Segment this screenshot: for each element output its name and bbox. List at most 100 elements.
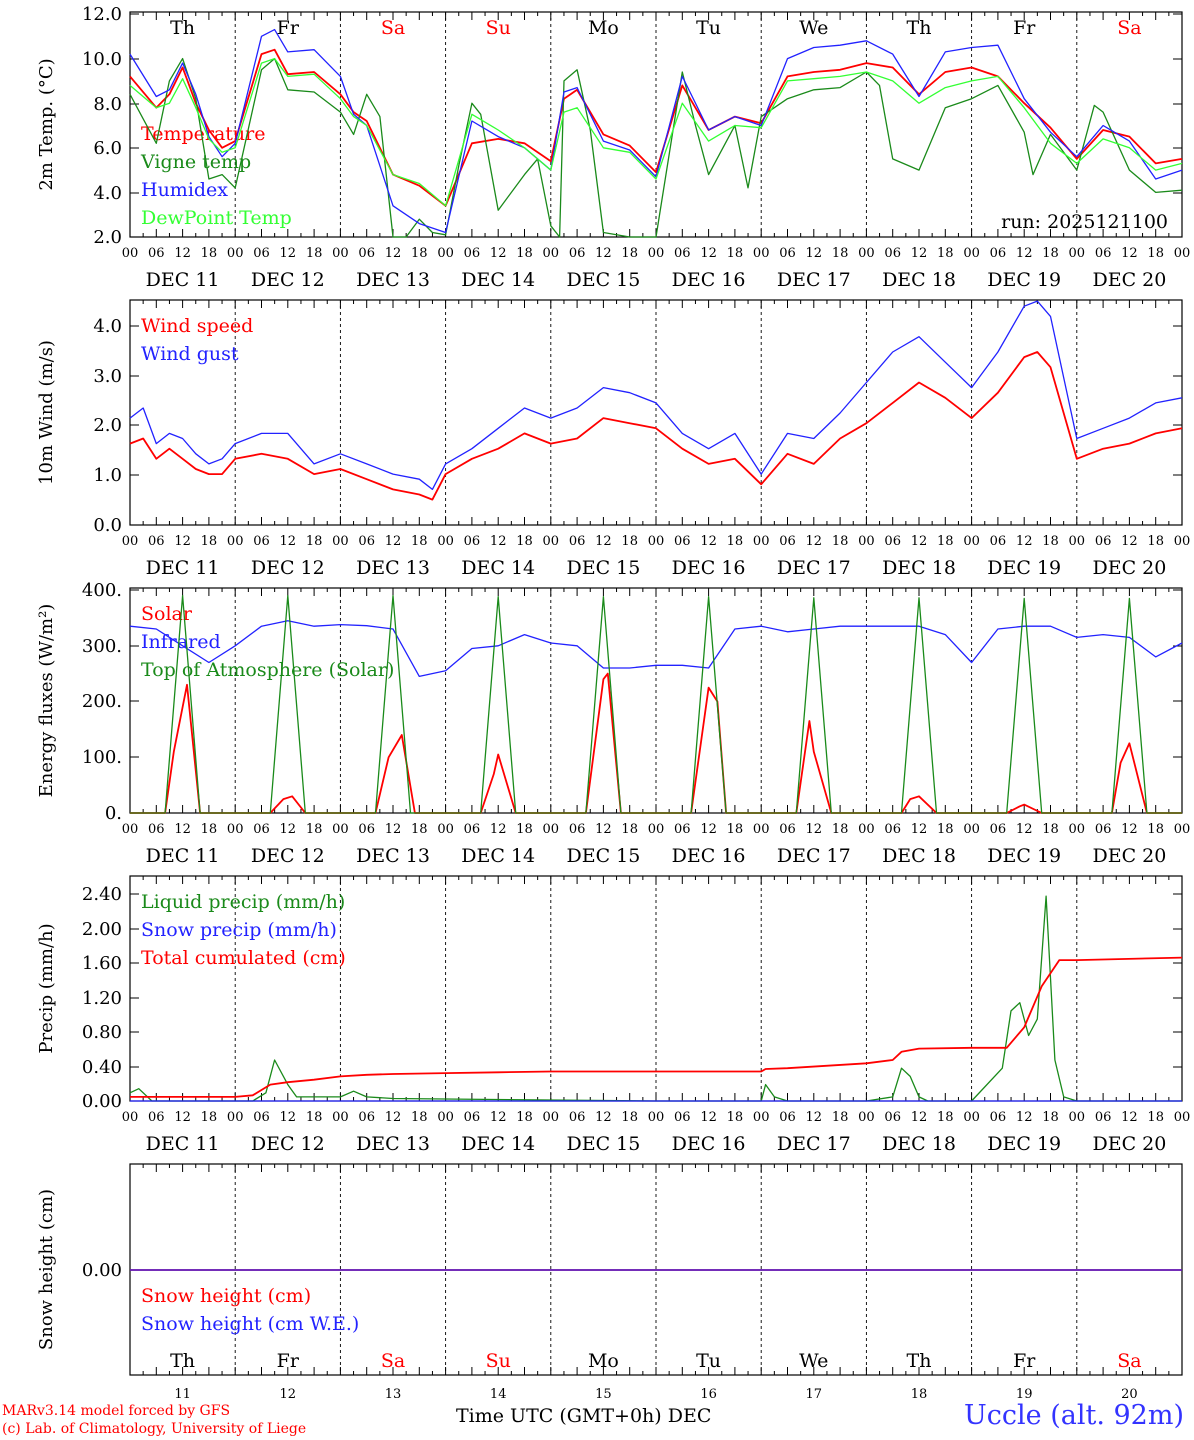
hour-label: 06 [1095, 822, 1112, 837]
hour-label: 00 [122, 1110, 139, 1125]
date-label: DEC 20 [1092, 557, 1166, 579]
date-label: DEC 13 [356, 845, 430, 867]
legend-entry: Temperature [141, 123, 265, 145]
hour-label: 06 [464, 1110, 481, 1125]
hour-label: 18 [727, 1110, 744, 1125]
hour-label: 00 [1174, 822, 1191, 837]
date-label: DEC 19 [987, 269, 1061, 291]
hour-label: 18 [306, 1110, 323, 1125]
hour-label: 18 [832, 822, 849, 837]
hour-label: 06 [674, 534, 691, 549]
hour-label: 18 [1147, 1110, 1164, 1125]
date-label: DEC 17 [777, 1133, 851, 1155]
y-tick-label: 200. [82, 691, 122, 712]
hour-label: 12 [385, 1110, 402, 1125]
hour-label: 00 [858, 822, 875, 837]
hour-label: 18 [201, 822, 218, 837]
hour-label: 12 [595, 822, 612, 837]
hour-label: 00 [122, 822, 139, 837]
legend-entry: Vigne temp [140, 151, 251, 173]
hour-label: 06 [464, 822, 481, 837]
hour-label: 18 [516, 534, 533, 549]
hour-label: 18 [832, 1110, 849, 1125]
date-label: DEC 11 [146, 557, 220, 579]
date-label: DEC 16 [672, 269, 746, 291]
hour-label: 12 [700, 822, 717, 837]
hour-label: 06 [674, 1110, 691, 1125]
hour-label: 12 [280, 1110, 297, 1125]
day-label: Sa [1117, 17, 1141, 39]
legend-entry: Snow height (cm) [141, 1285, 311, 1307]
hour-label: 12 [490, 534, 507, 549]
hour-label: 12 [911, 534, 928, 549]
date-label: DEC 15 [566, 557, 640, 579]
hour-label: 12 [1121, 246, 1138, 261]
hour-label: 00 [1174, 534, 1191, 549]
day-label: Fr [1013, 17, 1036, 39]
series-line-0 [129, 351, 1183, 501]
date-label: DEC 14 [461, 557, 535, 579]
y-tick-label: 8.0 [93, 94, 122, 115]
hour-label: 18 [621, 822, 638, 837]
hour-label: 00 [227, 822, 244, 837]
legend-entry: Top of Atmosphere (Solar) [141, 659, 394, 681]
hour-label: 00 [122, 246, 139, 261]
hour-label: 06 [779, 822, 796, 837]
hour-label: 18 [1042, 534, 1059, 549]
y-axis-label: 2m Temp. (°C) [36, 58, 57, 190]
hour-label: 12 [174, 534, 191, 549]
hour-label: 00 [437, 534, 454, 549]
date-label: DEC 12 [251, 557, 325, 579]
hour-label: 00 [648, 822, 665, 837]
hour-label: 00 [543, 1110, 560, 1125]
date-label: DEC 13 [356, 269, 430, 291]
day-label: We [799, 1350, 828, 1372]
hour-label: 00 [437, 822, 454, 837]
legend-entry: Infrared [141, 631, 221, 653]
hour-label: 18 [621, 246, 638, 261]
hour-label: 06 [253, 822, 270, 837]
hour-label: 06 [884, 1110, 901, 1125]
y-tick-label: 2.0 [93, 415, 122, 436]
hour-label: 12 [806, 1110, 823, 1125]
hour-label: 06 [358, 246, 375, 261]
y-tick-label: 400. [82, 580, 122, 601]
hour-label: 12 [595, 1110, 612, 1125]
hour-label: 06 [674, 822, 691, 837]
date-label: DEC 18 [882, 1133, 956, 1155]
legend-entry: Snow precip (mm/h) [141, 919, 337, 941]
hour-label: 18 [937, 1110, 954, 1125]
day-label: Th [907, 17, 932, 39]
legend-entry: Solar [141, 603, 193, 625]
hour-label: 06 [464, 246, 481, 261]
hour-label: 06 [148, 534, 165, 549]
x-axis-label: Time UTC (GMT+0h) DEC [456, 1405, 712, 1427]
day-label: Mo [588, 17, 619, 39]
hour-label: 06 [990, 534, 1007, 549]
hour-label: 06 [1095, 534, 1112, 549]
hour-label: 18 [306, 822, 323, 837]
hour-label: 06 [884, 822, 901, 837]
hour-label: 12 [1121, 822, 1138, 837]
hour-label: 06 [990, 1110, 1007, 1125]
hour-label: 00 [1069, 822, 1086, 837]
date-label: DEC 16 [672, 845, 746, 867]
y-tick-label: 3.0 [93, 366, 122, 387]
hour-label: 06 [358, 1110, 375, 1125]
date-label: DEC 12 [251, 845, 325, 867]
hour-label: 12 [911, 1110, 928, 1125]
day-label: Fr [277, 17, 300, 39]
hour-label: 06 [253, 1110, 270, 1125]
date-label: DEC 16 [672, 1133, 746, 1155]
hour-label: 00 [753, 246, 770, 261]
legend-entry: Wind speed [141, 315, 253, 337]
hour-label: 00 [963, 1110, 980, 1125]
hour-label: 06 [569, 822, 586, 837]
date-label: DEC 18 [882, 557, 956, 579]
hour-label: 18 [201, 534, 218, 549]
date-label: DEC 17 [777, 269, 851, 291]
date-label: DEC 19 [987, 845, 1061, 867]
y-tick-label: 0.00 [82, 1091, 122, 1112]
series-line-1 [129, 620, 1183, 678]
day-label: Fr [1013, 1350, 1036, 1372]
